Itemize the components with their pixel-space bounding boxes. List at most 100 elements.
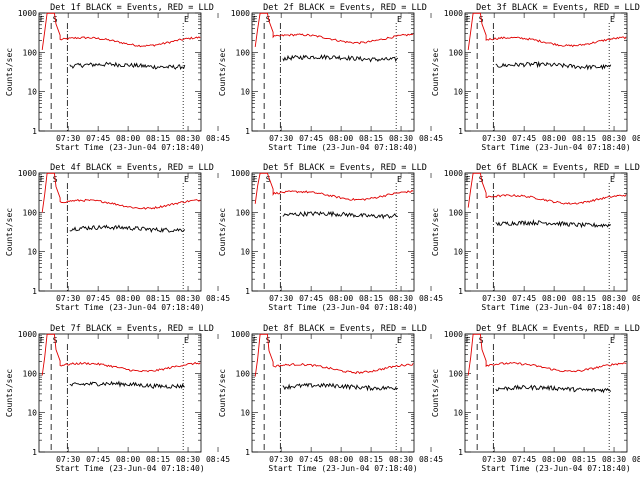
x-tick-label: 08:45 [632, 455, 640, 464]
x-axis-label: Start Time (23-Jun-04 07:18:40) [268, 464, 417, 473]
marker-label: E [610, 336, 615, 345]
lld-series [467, 333, 627, 376]
y-tick-label: 1000 [231, 330, 250, 339]
events-series [69, 224, 186, 233]
plot-frame [38, 12, 202, 132]
lld-series [254, 172, 414, 204]
x-tick-label: 08:15 [359, 294, 383, 303]
marker-label: E [253, 175, 258, 184]
x-tick-label: 07:30 [269, 294, 293, 303]
marker-label: E [610, 15, 615, 24]
x-tick-label: 08:45 [206, 134, 230, 143]
y-tick-label: 1 [245, 287, 250, 296]
marker-label: E [40, 175, 45, 184]
x-tick-label: 07:45 [512, 455, 536, 464]
y-tick-label: 1000 [444, 330, 463, 339]
x-axis-label: Start Time (23-Jun-04 07:18:40) [55, 464, 204, 473]
y-tick-label: 10 [453, 409, 463, 418]
x-tick-label: 08:15 [572, 134, 596, 143]
x-tick-label: 07:30 [269, 134, 293, 143]
x-tick-label: 08:30 [176, 455, 200, 464]
y-axis-label: Counts/sec [431, 48, 440, 96]
marker-label: E [184, 336, 189, 345]
x-tick-label: 07:45 [86, 455, 110, 464]
y-axis-label: Counts/sec [431, 369, 440, 417]
marker-label: E [397, 175, 402, 184]
x-tick-label: 07:45 [299, 294, 323, 303]
plot-frame [251, 12, 415, 132]
y-tick-label: 1 [245, 127, 250, 136]
x-axis-label: Start Time (23-Jun-04 07:18:40) [268, 143, 417, 152]
plot-frame [464, 172, 628, 292]
x-axis-label: Start Time (23-Jun-04 07:18:40) [481, 464, 630, 473]
y-tick-label: 1 [32, 127, 37, 136]
events-series [282, 210, 398, 220]
panel-title: Det 9f BLACK = Events, RED = LLD [476, 324, 640, 334]
x-tick-label: 07:45 [86, 294, 110, 303]
panel-7: Det 7f BLACK = Events, RED = LLD 1 10 100 10… [5, 324, 230, 473]
events-series [282, 382, 399, 392]
x-tick-label: 07:30 [56, 294, 80, 303]
y-tick-label: 100 [23, 48, 38, 57]
y-tick-label: 1 [32, 287, 37, 296]
marker-label: E [40, 15, 45, 24]
y-tick-label: 1000 [444, 9, 463, 18]
y-axis-label: Counts/sec [5, 208, 14, 256]
x-tick-label: 08:15 [146, 455, 170, 464]
y-tick-label: 100 [449, 208, 464, 217]
y-tick-label: 10 [27, 88, 37, 97]
x-tick-label: 07:45 [512, 294, 536, 303]
y-tick-label: 1000 [444, 169, 463, 178]
marker-label: E [466, 15, 471, 24]
x-tick-label: 08:30 [602, 455, 626, 464]
lld-series [254, 12, 414, 47]
marker-label: E [253, 336, 258, 345]
events-series [495, 384, 612, 394]
x-tick-label: 08:30 [389, 294, 413, 303]
x-tick-label: 08:15 [572, 455, 596, 464]
x-tick-label: 08:00 [329, 294, 353, 303]
panel-title: Det 7f BLACK = Events, RED = LLD [50, 324, 214, 334]
x-axis-label: Start Time (23-Jun-04 07:18:40) [268, 303, 417, 312]
plot-frame [38, 333, 202, 453]
y-axis-label: Counts/sec [218, 208, 227, 256]
y-tick-label: 100 [236, 48, 251, 57]
x-tick-label: 08:15 [572, 294, 596, 303]
x-tick-label: 08:45 [419, 294, 443, 303]
marker-label: E [184, 15, 189, 24]
x-tick-label: 07:30 [482, 294, 506, 303]
x-tick-label: 08:30 [602, 294, 626, 303]
x-tick-label: 08:45 [206, 294, 230, 303]
panel-title: Det 8f BLACK = Events, RED = LLD [263, 324, 427, 334]
x-tick-label: 08:30 [176, 134, 200, 143]
x-tick-label: 07:45 [299, 455, 323, 464]
y-axis-label: Counts/sec [218, 369, 227, 417]
x-tick-label: 08:00 [116, 134, 140, 143]
panel-4: Det 4f BLACK = Events, RED = LLD 1 10 100 10… [5, 163, 230, 312]
marker-label: S [266, 175, 271, 184]
lld-series [254, 333, 414, 377]
y-tick-label: 1000 [18, 9, 37, 18]
x-tick-label: 08:15 [359, 455, 383, 464]
y-tick-label: 1 [245, 448, 250, 457]
x-tick-label: 08:45 [632, 294, 640, 303]
x-tick-label: 07:45 [512, 134, 536, 143]
x-axis-label: Start Time (23-Jun-04 07:18:40) [55, 303, 204, 312]
panel-6: Det 6f BLACK = Events, RED = LLD 1 10 100 10… [431, 163, 640, 312]
panel-title: Det 2f BLACK = Events, RED = LLD [263, 3, 427, 13]
y-tick-label: 100 [236, 208, 251, 217]
panel-1: Det 1f BLACK = Events, RED = LLD 1 10 100 10… [5, 3, 230, 152]
events-series [69, 380, 185, 389]
events-series [495, 218, 612, 229]
lld-series [467, 172, 627, 208]
panel-title: Det 4f BLACK = Events, RED = LLD [50, 163, 214, 173]
y-tick-label: 100 [23, 369, 38, 378]
panel-title: Det 5f BLACK = Events, RED = LLD [263, 163, 427, 173]
x-tick-label: 08:30 [389, 455, 413, 464]
y-tick-label: 1000 [18, 330, 37, 339]
panel-title: Det 1f BLACK = Events, RED = LLD [50, 3, 214, 13]
events-series [495, 60, 612, 71]
events-series [69, 61, 186, 71]
y-tick-label: 1 [32, 448, 37, 457]
